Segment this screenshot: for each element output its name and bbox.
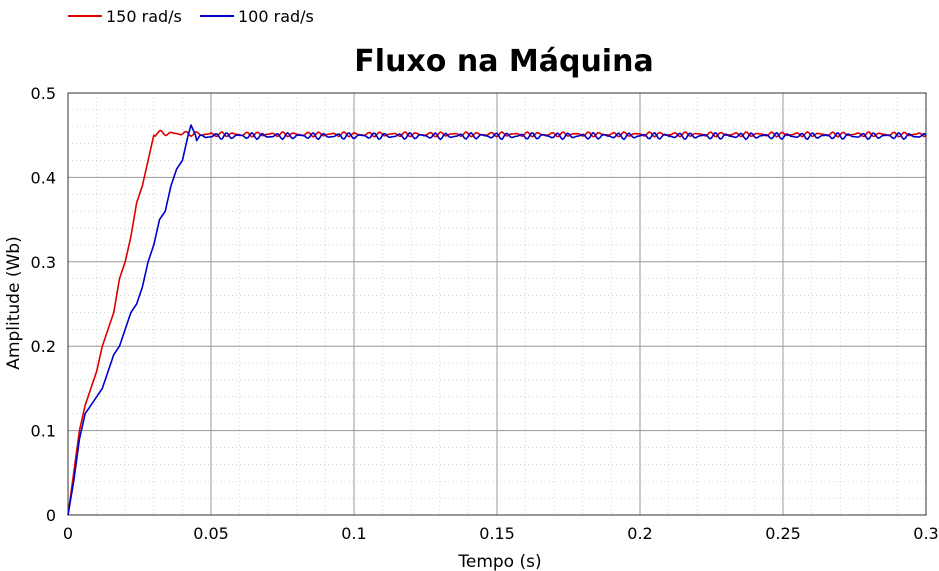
x-ticks: 0 0.05 0.1 0.15 0.2 0.25 0.3 (63, 524, 939, 543)
legend-label: 150 rad/s (106, 7, 182, 26)
x-tick-label: 0.1 (341, 524, 366, 543)
y-axis-label: Amplitude (Wb) (4, 236, 24, 369)
y-tick-label: 0.4 (31, 168, 56, 187)
y-tick-label: 0 (46, 506, 56, 525)
series-layer (67, 124, 927, 516)
chart-title: Fluxo na Máquina (354, 44, 653, 79)
y-tick-label: 0.1 (31, 422, 56, 441)
y-tick-label: 0.5 (31, 84, 56, 103)
plot-frame (67, 92, 927, 516)
x-tick-label: 0 (63, 524, 73, 543)
x-tick-label: 0.15 (479, 524, 515, 543)
legend: 150 rad/s 100 rad/s (68, 7, 314, 26)
legend-label: 100 rad/s (238, 7, 314, 26)
x-tick-label: 0.3 (913, 524, 938, 543)
y-ticks: 0 0.1 0.2 0.3 0.4 0.5 (31, 84, 56, 525)
series-line-150 (67, 129, 926, 516)
x-tick-label: 0.05 (193, 524, 229, 543)
y-tick-label: 0.2 (31, 337, 56, 356)
series-line-100 (67, 124, 927, 516)
y-tick-label: 0.3 (31, 253, 56, 272)
grid (67, 92, 927, 516)
x-axis-label: Tempo (s) (457, 552, 541, 571)
x-tick-label: 0.2 (627, 524, 652, 543)
x-tick-label: 0.25 (765, 524, 801, 543)
